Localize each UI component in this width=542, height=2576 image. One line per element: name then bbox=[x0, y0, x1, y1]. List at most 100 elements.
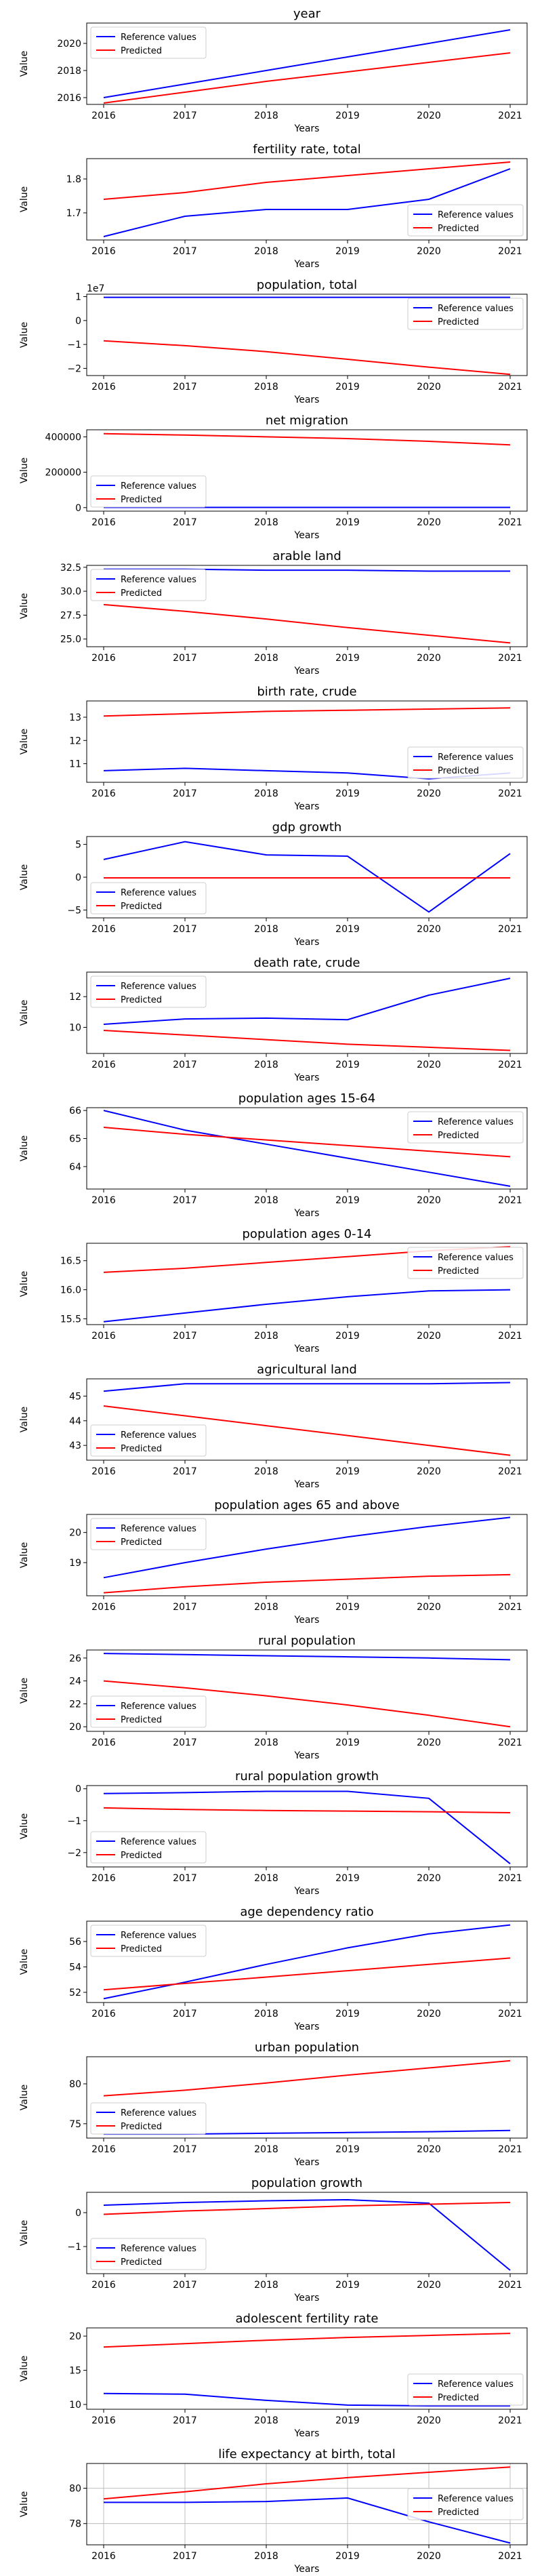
x-tick-label: 2017 bbox=[173, 1195, 197, 1206]
y-tick-label: 2016 bbox=[57, 93, 81, 104]
chart-title: life expectancy at birth, total bbox=[218, 2447, 395, 2461]
y-tick-label: 20 bbox=[69, 2331, 81, 2342]
x-tick-label: 2016 bbox=[91, 110, 116, 121]
legend: Reference values Predicted bbox=[407, 1247, 524, 1279]
x-tick-label: 2019 bbox=[335, 1737, 360, 1748]
x-axis-label: Years bbox=[294, 395, 320, 405]
series-line-reference bbox=[103, 1653, 511, 1661]
plot-frame bbox=[86, 971, 528, 1054]
legend-box bbox=[90, 1695, 207, 1728]
x-tick-label: 2017 bbox=[173, 382, 197, 393]
x-tick-label: 2021 bbox=[498, 788, 522, 799]
y-tick-label: 16.5 bbox=[60, 1256, 81, 1267]
legend-label: Reference values bbox=[121, 1837, 196, 1847]
y-tick-label: 32.5 bbox=[60, 563, 81, 573]
series-line-predicted bbox=[103, 2202, 511, 2215]
legend-box bbox=[407, 746, 524, 779]
x-tick-label: 2021 bbox=[498, 924, 522, 935]
legend-box bbox=[407, 204, 524, 237]
x-axis-label: Years bbox=[294, 1615, 320, 1626]
y-tick-label: 15.5 bbox=[60, 1314, 81, 1325]
x-tick-label: 2020 bbox=[417, 382, 441, 393]
x-tick-label: 2020 bbox=[417, 1060, 441, 1070]
x-tick-label: 2017 bbox=[173, 2415, 197, 2426]
legend-label: Predicted bbox=[438, 224, 479, 234]
y-axis-label: Value bbox=[19, 1542, 30, 1568]
y-tick-label: 1 bbox=[75, 292, 81, 303]
x-axis-label: Years bbox=[294, 1479, 320, 1490]
legend: Reference values Predicted bbox=[407, 2373, 524, 2406]
x-tick-label: 2018 bbox=[254, 1602, 278, 1613]
y-tick-label: 11 bbox=[69, 759, 81, 770]
plot-frame bbox=[86, 2463, 528, 2545]
x-tick-label: 2018 bbox=[254, 2415, 278, 2426]
chart-panel: agricultural land 2016 2017 2018 2019 2020 202… bbox=[19, 1363, 528, 1490]
x-axis-label: Years bbox=[294, 2157, 320, 2168]
x-tick-label: 2018 bbox=[254, 2551, 278, 2562]
legend-label: Predicted bbox=[121, 2257, 162, 2268]
plot-frame bbox=[86, 2056, 528, 2139]
x-tick-label: 2021 bbox=[498, 2551, 522, 2562]
x-tick-label: 2019 bbox=[335, 924, 360, 935]
x-tick-label: 2019 bbox=[335, 653, 360, 664]
legend: Reference values Predicted bbox=[90, 975, 207, 1008]
x-tick-label: 2020 bbox=[417, 653, 441, 664]
y-tick-label: 52 bbox=[69, 1988, 81, 1998]
x-tick-label: 2017 bbox=[173, 1873, 197, 1884]
y-tick-label: 30.0 bbox=[60, 586, 81, 597]
chart-title: population ages 15-64 bbox=[238, 1091, 375, 1106]
x-axis-label: Years bbox=[294, 1072, 320, 1083]
chart-title: year bbox=[293, 7, 321, 21]
x-axis-label: Years bbox=[294, 2564, 320, 2575]
chart-title: adolescent fertility rate bbox=[236, 2312, 379, 2326]
legend-label: Predicted bbox=[121, 588, 162, 599]
chart-panel: fertility rate, total 2016 2017 2018 2019 202… bbox=[19, 142, 528, 270]
chart-panel: age dependency ratio 2016 2017 2018 2019 2020… bbox=[19, 1905, 528, 2032]
y-axis-label: Value bbox=[19, 458, 30, 483]
x-tick-label: 2020 bbox=[417, 1195, 441, 1206]
x-axis-label: Years bbox=[294, 937, 320, 948]
chart-panel: population ages 15-64 2016 2017 2018 2019 202… bbox=[19, 1091, 528, 1219]
x-tick-label: 2019 bbox=[335, 246, 360, 257]
x-tick-label: 2016 bbox=[91, 382, 116, 393]
chart-panel: population ages 65 and above 2016 2017 2018… bbox=[19, 1498, 528, 1626]
x-tick-label: 2021 bbox=[498, 1602, 522, 1613]
chart-panel: rural population growth 2016 2017 2018 2019 2… bbox=[19, 1769, 528, 1897]
legend-box bbox=[90, 975, 207, 1008]
x-tick-label: 2020 bbox=[417, 2415, 441, 2426]
legend-label: Reference values bbox=[121, 1430, 196, 1441]
y-tick-label: 2020 bbox=[57, 39, 81, 49]
x-tick-label: 2018 bbox=[254, 1060, 278, 1070]
chart-panel: urban population 2016 2017 2018 2019 2020 2021… bbox=[19, 2040, 528, 2168]
x-tick-label: 2017 bbox=[173, 653, 197, 664]
legend-label: Predicted bbox=[121, 1444, 162, 1454]
y-axis-label: Value bbox=[19, 1000, 30, 1026]
y-axis-label: Value bbox=[19, 51, 30, 77]
legend-label: Predicted bbox=[438, 2508, 479, 2518]
x-tick-label: 2016 bbox=[91, 1873, 116, 1884]
series-line-predicted bbox=[103, 1127, 511, 1158]
x-axis-label: Years bbox=[294, 1344, 320, 1354]
legend-box bbox=[90, 1518, 207, 1550]
legend-label: Predicted bbox=[438, 1266, 479, 1276]
y-tick-label: 13 bbox=[69, 712, 81, 723]
series-line-predicted bbox=[103, 1405, 511, 1456]
series-line-reference bbox=[103, 841, 511, 913]
y-tick-label: 10 bbox=[69, 2400, 81, 2411]
plot-frame bbox=[86, 1514, 528, 1596]
y-tick-label: 12 bbox=[69, 736, 81, 746]
legend-label: Predicted bbox=[121, 495, 162, 505]
legend-label: Reference values bbox=[438, 1117, 514, 1127]
legend-label: Reference values bbox=[121, 1702, 196, 1712]
y-tick-label: 10 bbox=[69, 1023, 81, 1034]
legend-label: Predicted bbox=[121, 902, 162, 912]
x-axis-label: Years bbox=[294, 259, 320, 270]
x-tick-label: 2020 bbox=[417, 517, 441, 528]
series-line-predicted bbox=[103, 52, 511, 104]
y-tick-label: 75 bbox=[69, 2119, 81, 2130]
y-tick-label: 15 bbox=[69, 2366, 81, 2377]
x-tick-label: 2020 bbox=[417, 110, 441, 121]
y-axis-label: Value bbox=[19, 729, 30, 754]
legend-label: Predicted bbox=[121, 1715, 162, 1725]
chart-title: rural population bbox=[258, 1634, 356, 1648]
